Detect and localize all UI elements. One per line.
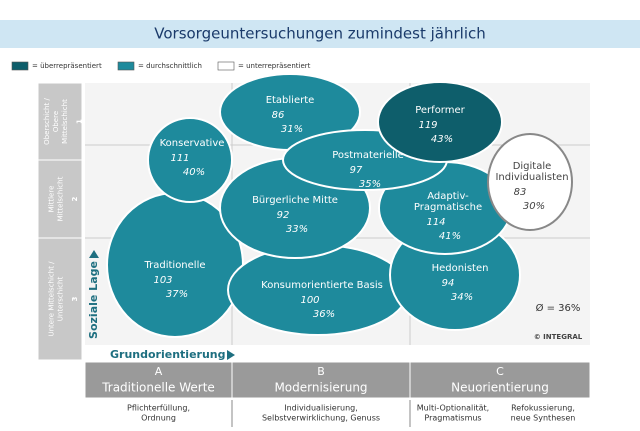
axis-arrow [89, 250, 99, 258]
milieu-label: Bürgerliche Mitte [252, 195, 338, 206]
legend-label: = durchschnittlich [138, 62, 202, 70]
milieu-index: 97 [350, 165, 363, 176]
legend-swatch [11, 61, 29, 71]
milieu-label: Digitale [513, 161, 552, 172]
axis-label: Grundorientierung [110, 348, 225, 361]
milieu-index: 100 [300, 295, 319, 306]
column-note: Individualisierung, [284, 404, 358, 413]
milieu-share: 34% [451, 292, 473, 303]
column-name: Modernisierung [274, 381, 367, 395]
column-note: Ordnung [141, 414, 176, 423]
milieu-label: Performer [415, 105, 465, 116]
milieu-label: Individualisten [495, 172, 568, 183]
column-note: Multi-Optionalität, [417, 404, 489, 413]
milieu-bubble [487, 133, 573, 231]
milieu-share: 35% [359, 179, 381, 190]
row-text: Oberschicht / [43, 98, 51, 145]
row-label: Mittlere Mittelschicht 2 [48, 176, 80, 221]
row-text: Unterschicht [57, 277, 65, 322]
title: Vorsorgeuntersuchungen zumindest jährlic… [154, 25, 486, 43]
column-note: Pflichterfüllung, [127, 404, 190, 413]
row-box [37, 82, 83, 161]
milieu-index: 86 [272, 110, 285, 121]
milieu-index: 114 [426, 217, 445, 228]
column-box [231, 361, 411, 399]
column-letter: A [155, 365, 163, 378]
milieu-index: 83 [514, 187, 527, 198]
copyright: © INTEGRAL [534, 333, 583, 341]
column-letter: C [496, 365, 504, 378]
row-text: Obere [52, 111, 60, 132]
row-box [37, 159, 83, 239]
milieu-index: 119 [418, 120, 437, 131]
milieu-index: 111 [170, 153, 189, 164]
milieu-index: 94 [442, 278, 455, 289]
milieu-share: 43% [431, 134, 453, 145]
axis-arrow [227, 350, 235, 360]
column-box [84, 361, 233, 399]
column-letter: B [317, 365, 325, 378]
title-band [0, 20, 640, 48]
average: Ø = 36% [536, 302, 581, 314]
milieu-label: Traditionelle [143, 260, 205, 271]
milieu-label: Konsumorientierte Basis [261, 280, 383, 291]
milieu-bubble [377, 81, 503, 163]
milieu-label: Pragmatische [414, 202, 482, 213]
row-label: Oberschicht / Obere Mittelschicht 1 [43, 98, 84, 145]
row-number: 1 [76, 119, 84, 124]
column-name: Traditionelle Werte [101, 381, 215, 395]
milieu-share: 30% [523, 201, 545, 212]
column-box [409, 361, 591, 399]
legend-swatch [117, 61, 135, 71]
legend-label: = überrepräsentiert [32, 62, 102, 70]
milieu-label: Etablierte [266, 95, 315, 106]
legend-swatch [217, 61, 235, 71]
column-note: Selbstverwirklichung, Genuss [262, 414, 380, 423]
milieu-index: 103 [153, 275, 172, 286]
column-note: Refokussierung, [511, 404, 575, 413]
legend-label: = unterrepräsentiert [238, 62, 311, 70]
row-label: Untere Mittelschicht / Unterschicht 3 [48, 261, 80, 337]
row-box [37, 237, 83, 361]
milieu-label: Adaptiv- [427, 191, 469, 202]
row-number: 3 [71, 296, 79, 301]
row-text: Mittelschicht [61, 99, 69, 144]
social-axis-label: Soziale Lage [87, 250, 100, 339]
milieu-share: 31% [281, 124, 303, 135]
row-text: Mittlere [48, 186, 56, 213]
milieu-share: 40% [183, 167, 205, 178]
milieu-share: 33% [286, 224, 308, 235]
row-text: Mittelschicht [57, 176, 65, 221]
column-note: neue Synthesen [511, 414, 576, 423]
milieu-bubble [147, 117, 233, 203]
milieu-share: 41% [439, 231, 461, 242]
column-note: Pragmatismus [424, 414, 481, 423]
axis-label: Soziale Lage [87, 261, 100, 339]
row-number: 2 [71, 196, 79, 201]
milieu-label: Postmaterielle [332, 150, 404, 161]
milieu-share: 36% [313, 309, 335, 320]
milieu-label: Konservative [160, 138, 225, 149]
milieu-share: 37% [166, 289, 188, 300]
milieu-index: 92 [277, 210, 290, 221]
column-name: Neuorientierung [451, 381, 549, 395]
milieu-label: Hedonisten [432, 263, 489, 274]
row-text: Untere Mittelschicht / [48, 261, 56, 337]
